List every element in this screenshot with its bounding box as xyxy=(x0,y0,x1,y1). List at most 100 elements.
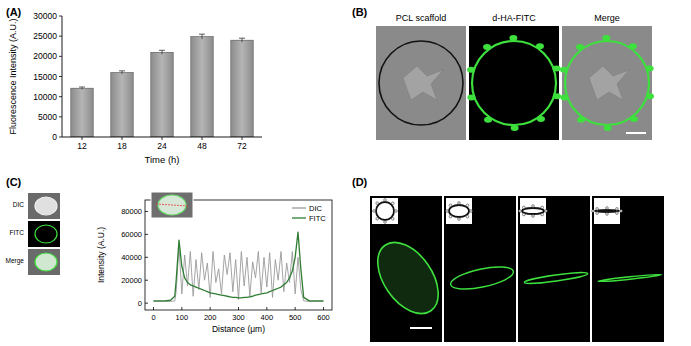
figure: (A)(B)(C)(D)1218244872050001000015000200… xyxy=(0,0,691,346)
fitc-blob xyxy=(560,95,568,101)
fitc-blob xyxy=(467,67,475,73)
y-tick xyxy=(145,257,148,258)
scaffold-ring xyxy=(379,41,463,125)
fitc-blob xyxy=(602,35,610,41)
y-tick-label: 25000 xyxy=(33,31,57,41)
inset-cell xyxy=(395,210,398,213)
scaffold-ellipse xyxy=(35,197,57,215)
legend-label: DIC xyxy=(309,204,323,213)
y-tick xyxy=(145,234,148,235)
fitc-blob xyxy=(604,125,612,131)
micrograph xyxy=(560,26,654,140)
inset-cell xyxy=(606,207,609,210)
inset-cell xyxy=(376,217,379,220)
fitc-blob xyxy=(629,43,637,49)
image-label: FITC xyxy=(10,229,25,236)
error-stem xyxy=(122,71,123,74)
y-axis-label: Intensity (A.U.) xyxy=(96,227,106,283)
micrograph xyxy=(28,193,60,219)
inset-cell xyxy=(384,199,387,202)
micrograph xyxy=(592,196,664,342)
x-tick xyxy=(323,307,324,310)
fitc-blob xyxy=(576,44,584,50)
y-tick xyxy=(59,116,62,117)
scale-bar xyxy=(410,327,432,329)
inset-bg xyxy=(594,198,620,224)
lines xyxy=(154,232,324,301)
x-tick xyxy=(238,307,239,310)
inset-cell xyxy=(446,210,449,213)
fitc-blob xyxy=(630,116,638,122)
bar xyxy=(151,52,173,137)
micrograph xyxy=(376,26,466,140)
inset-cell xyxy=(466,204,469,207)
x-axis-label: Distance (μm) xyxy=(212,324,265,334)
fitc-blob xyxy=(646,65,654,71)
x-tick xyxy=(153,307,154,310)
inset-image xyxy=(151,192,193,218)
x-tick xyxy=(181,307,182,310)
y-tick-label: 80000 xyxy=(121,207,142,216)
inset-cell xyxy=(376,202,379,205)
scaffold-ellipse xyxy=(524,271,588,286)
x-tick-label: 500 xyxy=(289,313,302,322)
inset-cell xyxy=(592,210,595,213)
x-tick-label: 0 xyxy=(151,313,155,322)
error-bar xyxy=(119,71,125,74)
image-bg xyxy=(28,249,60,275)
y-tick xyxy=(59,96,62,97)
scaffold-ellipse xyxy=(365,231,450,324)
panel-label: (C) xyxy=(6,176,22,188)
error-bar xyxy=(159,50,165,54)
inset-cell xyxy=(596,208,599,211)
y-tick-label: 0 xyxy=(52,132,57,142)
x-tick xyxy=(210,307,211,310)
inset-cell xyxy=(532,215,535,218)
x-tick-label: 300 xyxy=(232,313,245,322)
inset-cell xyxy=(449,215,452,218)
image-title: Merge xyxy=(594,13,620,23)
image-bg xyxy=(518,196,590,342)
image-bg xyxy=(444,196,516,342)
panel-label: (A) xyxy=(6,6,22,18)
fitc-blob xyxy=(483,44,491,50)
bar xyxy=(111,72,133,137)
legend-swatch xyxy=(292,207,306,208)
inset-cell xyxy=(470,210,473,213)
fitc-blob xyxy=(553,93,561,99)
x-tick-label: 600 xyxy=(317,313,330,322)
micrograph xyxy=(28,221,60,247)
inset-cell xyxy=(616,212,619,215)
image-label: Merge xyxy=(6,257,25,265)
y-tick xyxy=(145,280,148,281)
cell xyxy=(589,66,629,100)
image-bg xyxy=(28,193,60,219)
line-chart: 0200004000060000800000100200300400500600… xyxy=(96,192,332,334)
fitc-blob xyxy=(484,117,492,123)
x-tick-label: 100 xyxy=(176,313,189,322)
y-tick-label: 15000 xyxy=(33,72,57,82)
y-tick xyxy=(145,303,148,304)
error-stem xyxy=(162,50,163,54)
bar-chart: 1218244872050001000015000200002500030000… xyxy=(8,11,262,165)
y-tick xyxy=(59,137,62,138)
micrograph xyxy=(365,196,450,342)
inset-cell xyxy=(523,206,526,209)
legend-swatch xyxy=(292,217,306,218)
x-axis xyxy=(62,137,262,138)
bar xyxy=(191,37,213,137)
inset-cell xyxy=(545,210,548,213)
y-tick xyxy=(59,36,62,37)
y-tick-label: 60000 xyxy=(121,230,142,239)
fitc-blob xyxy=(577,117,585,123)
micrograph xyxy=(467,26,561,140)
x-axis-label: Time (h) xyxy=(144,154,179,165)
image-bg xyxy=(28,221,60,247)
error-cap xyxy=(159,50,165,51)
inset-cell xyxy=(532,205,535,208)
y-tick-label: 20000 xyxy=(33,51,57,61)
inset-cell xyxy=(458,218,461,221)
fitc-blob xyxy=(553,65,561,71)
inset-bg xyxy=(372,198,398,224)
fitc-blob xyxy=(511,125,519,131)
